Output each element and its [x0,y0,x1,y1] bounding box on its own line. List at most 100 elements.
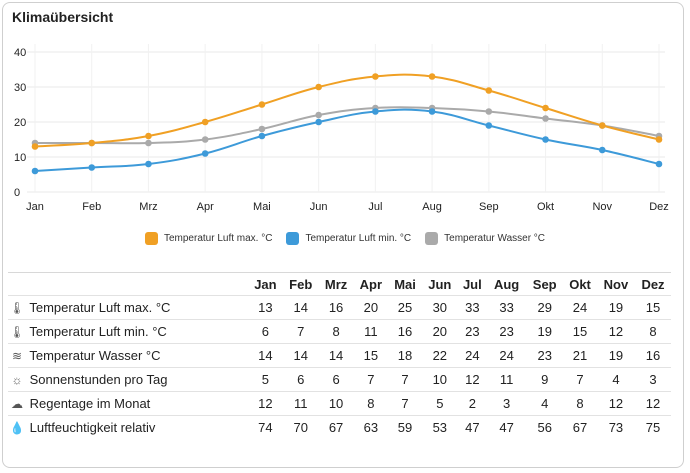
table-cell: 70 [282,415,319,439]
table-cell: 53 [421,415,458,439]
row-label-cell: ≋ Temperatur Wasser °C [8,343,248,368]
table-cell: 7 [388,391,422,416]
table-cell: 6 [282,367,319,392]
table-header-cell: Okt [563,272,597,296]
x-tick-label: Sep [479,201,499,213]
humidity-drop-icon: 💧 [9,421,25,436]
table-row: 💧 Luftfeuchtigkeit relativ 74 70 67 63 59 53 47… [8,415,671,439]
table-header-cell: Mai [388,272,422,296]
table-row: ≋ Temperatur Wasser °C 14 14 14 15 18 22 24 24 23… [8,343,671,368]
table-cell: 23 [486,319,527,344]
series-line [34,108,660,172]
x-tick-label: Aug [422,201,442,213]
table-cell: 19 [596,295,635,320]
table-row: 🌡 Temperatur Luft min. °C 6 7 8 11 16 20 23 23 19… [8,319,671,344]
page-title: Klimaübersicht [12,9,114,25]
data-point [201,118,209,126]
table-cell: 14 [282,295,319,320]
table-cell: 18 [388,343,422,368]
table-cell: 7 [282,319,319,344]
table-cell: 21 [563,343,597,368]
table-cell: 12 [596,319,635,344]
legend-item-air-max[interactable]: Temperatur Luft max. °C [144,229,273,247]
table-cell: 20 [353,295,389,320]
table-cell: 30 [421,295,458,320]
table-cell: 25 [388,295,422,320]
table-cell: 47 [486,415,527,439]
table-cell: 8 [635,319,671,344]
table-header-cell: Sep [526,272,564,296]
table-cell: 19 [526,319,564,344]
table-cell: 33 [457,295,487,320]
legend-label: Temperatur Luft min. °C [305,232,412,244]
row-label-cell: 🌡 Temperatur Luft max. °C [8,295,248,320]
table-cell: 16 [635,343,671,368]
table-header-cell: Jan [248,272,283,296]
row-label: Temperatur Luft min. °C [26,324,167,340]
table-cell: 12 [596,391,635,416]
data-point [542,115,549,122]
data-point [88,139,96,147]
table-cell: 12 [457,367,487,392]
x-tick-label: Mrz [139,201,157,213]
table-cell: 4 [596,367,635,392]
x-tick-label: Feb [82,201,101,213]
table-cell: 15 [353,343,389,368]
y-tick-label: 0 [14,187,20,199]
table-cell: 23 [526,343,564,368]
table-cell: 47 [457,415,487,439]
data-point [145,160,152,168]
table-cell: 14 [248,343,283,368]
table-cell: 11 [282,391,319,416]
table-cell: 9 [526,367,564,392]
table-cell: 15 [635,295,671,320]
legend-swatch [144,231,158,245]
climate-line-chart: 0 10 20 30 40 Jan Feb Mrz Apr Mai Jun Jul Aug Sep Okt… [14,44,669,213]
table-cell: 24 [486,343,527,368]
data-point [145,132,152,140]
table-cell: 15 [563,319,597,344]
row-label-cell: ☼ Sonnenstunden pro Tag [8,367,248,392]
legend-swatch [425,231,439,245]
y-tick-label: 10 [14,152,26,164]
legend-item-air-min[interactable]: Temperatur Luft min. °C [286,229,411,247]
table-header-cell: Jun [421,272,458,296]
x-tick-label: Nov [592,201,612,213]
data-point [31,167,39,175]
series-line [34,106,660,145]
x-tick-label: Dez [649,201,669,213]
table-cell: 7 [388,367,422,392]
row-label: Temperatur Luft max. °C [26,300,171,316]
table-cell: 8 [563,391,597,416]
table-cell: 3 [635,367,671,392]
table-header-empty [8,272,248,296]
series-line [34,73,660,148]
y-tick-label: 30 [14,82,26,94]
table-cell: 19 [596,343,635,368]
chart-legend: Temperatur Luft max. °C Temperatur Luft … [0,229,690,247]
table-header-cell: Dez [635,272,671,296]
row-label: Sonnenstunden pro Tag [26,372,168,388]
data-point [258,132,266,140]
water-icon: ≋ [11,349,23,364]
table-cell: 56 [526,415,564,439]
table-cell: 2 [457,391,487,416]
data-point [88,164,96,171]
table-header-cell: Mrz [318,272,354,296]
legend-item-water[interactable]: Temperatur Wasser °C [425,229,545,247]
x-axis-ticks: Jan Feb Mrz Apr Mai Jun Jul Aug Sep Okt Nov Dez [26,201,669,213]
table-cell: 33 [486,295,527,320]
table-cell: 74 [248,415,283,439]
table-header-row: Jan Feb Mrz Apr Mai Jun Jul Aug Sep Okt Nov Dez [8,272,671,296]
table-cell: 12 [248,391,283,416]
table-cell: 11 [486,367,527,392]
data-point [31,143,39,150]
table-cell: 73 [596,415,635,439]
legend-label: Temperatur Luft max. °C [163,232,273,244]
data-point [485,87,493,94]
table-cell: 7 [563,367,597,392]
table-cell: 4 [526,391,564,416]
table-cell: 8 [353,391,389,416]
table-cell: 5 [421,391,458,416]
table-header-cell: Apr [353,272,389,296]
